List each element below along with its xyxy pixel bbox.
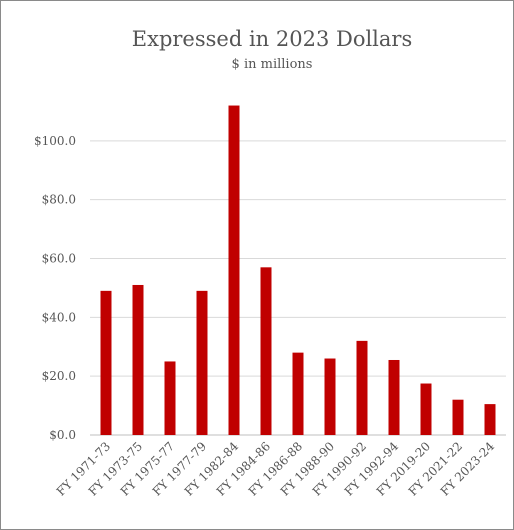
y-tick-label: $20.0 xyxy=(42,369,76,383)
y-tick-label: $80.0 xyxy=(42,193,76,207)
y-axis-ticks: $0.0 $20.0 $40.0 $60.0 $80.0 $100.0 xyxy=(34,134,76,442)
y-tick-label: $40.0 xyxy=(42,310,76,324)
bar xyxy=(196,290,208,435)
bar xyxy=(324,358,336,435)
bar xyxy=(228,105,240,436)
y-tick-label: $100.0 xyxy=(34,134,76,148)
bar xyxy=(164,361,176,435)
bar xyxy=(292,352,304,435)
bar xyxy=(452,399,464,435)
chart-subtitle: $ in millions xyxy=(232,57,313,72)
bar xyxy=(132,284,144,435)
y-tick-label: $60.0 xyxy=(42,252,76,266)
bar xyxy=(484,404,496,435)
bar xyxy=(260,267,272,435)
bar xyxy=(100,290,112,435)
bars xyxy=(100,105,496,436)
chart-title: Expressed in 2023 Dollars xyxy=(132,27,412,51)
bar xyxy=(356,340,368,435)
y-tick-label: $0.0 xyxy=(49,428,76,442)
bar xyxy=(420,383,432,435)
gridlines xyxy=(90,140,506,436)
bar xyxy=(388,359,400,435)
